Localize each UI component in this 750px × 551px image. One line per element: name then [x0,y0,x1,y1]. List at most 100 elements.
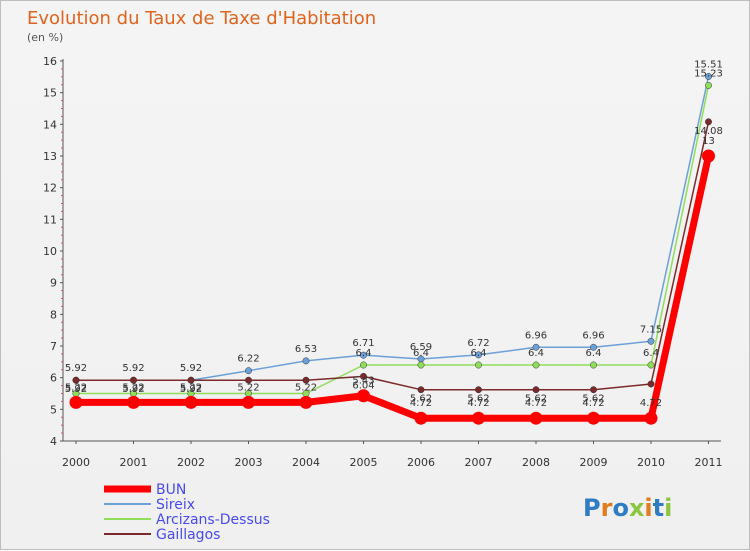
data-label-gaillagos: 14.08 [694,126,723,137]
x-tick-label: 2006 [407,456,435,469]
data-label-gaillagos: 5.92 [65,384,87,395]
point-bun [414,411,428,425]
data-label-bun: 4.72 [640,398,662,409]
data-label-sireix: 6.71 [352,338,374,349]
x-tick-label: 2000 [62,456,90,469]
data-label-arcizans-dessus: 6.4 [643,348,659,359]
data-label-gaillagos: 6.04 [352,380,374,391]
data-label-gaillagos: 5.62 [525,394,547,405]
series-line-gaillagos [76,121,710,391]
point-gaillagos [302,376,310,384]
point-gaillagos [72,376,80,384]
brand-letter: o [612,494,629,522]
point-sireix [705,73,712,80]
y-tick-label: 10 [43,245,57,258]
data-label-arcizans-dessus: 6.4 [586,348,602,359]
data-label-arcizans-dessus: 6.4 [413,348,429,359]
legend-label-sireix: Sireix [156,497,195,513]
point-sireix [302,357,310,365]
brand-text: Proxiti [583,494,672,522]
point-gaillagos [417,386,425,394]
x-tick-label: 2003 [235,456,263,469]
point-arcizans-dessus [475,361,482,369]
y-tick-label: 16 [43,55,57,68]
brand-letter: r [601,494,613,522]
x-tick-label: 2010 [637,456,665,469]
point-gaillagos [647,380,655,388]
data-label-arcizans-dessus: 6.4 [528,348,544,359]
brand-letter: t [653,494,664,522]
point-bun [242,395,255,409]
point-bun [529,411,543,425]
y-tick-label: 5 [50,403,57,416]
point-sireix [475,351,482,359]
data-label-gaillagos: 5.92 [122,384,144,395]
data-label-sireix: 6.53 [295,344,317,355]
y-tick-label: 14 [43,118,57,131]
brand-logo: Proxiti [583,494,672,522]
point-bun [299,395,313,409]
point-sireix [532,343,540,351]
legend-label-gaillagos: Gaillagos [156,527,220,543]
point-arcizans-dessus [417,361,425,369]
data-label-bun: 5.22 [237,382,259,393]
data-labels: 5.92 5.92 5.92 6.22 6.53 6.71 6.59 6.72 6.96 6.96… [65,60,723,410]
data-label-bun: 4.72 [467,398,489,409]
data-label-bun: 5.22 [122,382,144,393]
series-group [69,73,715,425]
point-gaillagos [532,386,540,394]
x-tick-label: 2007 [465,456,493,469]
data-label-gaillagos: 5.62 [410,394,432,405]
data-label-bun: 5.43 [352,376,374,387]
x-tick-label: 2001 [120,456,148,469]
data-label-gaillagos: 5.92 [180,384,202,395]
data-label-arcizans-dessus: 6.4 [471,348,487,359]
data-label-bun: 13 [702,136,715,147]
data-label-sireix: 6.22 [237,354,259,365]
data-label-bun: 4.72 [525,398,547,409]
y-tick-label: 13 [43,150,57,163]
legend-label-arcizans-dessus: Arcizans-Dessus [156,512,270,528]
point-arcizans-dessus [532,361,540,369]
series-line-sireix [76,76,710,381]
brand-letter: x [629,494,645,522]
data-label-bun: 5.22 [180,382,202,393]
point-arcizans-dessus [590,361,597,369]
data-label-gaillagos: 5.62 [582,394,604,405]
axes: 4 5 6 7 8 9 10 11 12 13 14 15 16 2000 2001 2002 2003 2004… [43,55,723,469]
data-label-sireix: 6.59 [410,342,432,353]
y-tick-label: 4 [50,435,57,448]
brand-letter: i [644,494,652,522]
data-label-bun: 4.72 [410,398,432,409]
data-label-sireix: 5.92 [180,363,202,374]
point-sireix [647,337,655,345]
data-label-sireix: 5.92 [122,363,144,374]
x-tick-label: 2009 [580,456,608,469]
point-gaillagos [187,376,195,384]
data-label-sireix: 6.96 [582,330,604,341]
point-bun [702,149,715,163]
data-label-bun: 4.72 [582,398,604,409]
data-label-sireix: 6.96 [525,330,547,341]
data-label-sireix: 15.51 [694,60,723,71]
series-line-bun [76,155,712,422]
brand-letter: i [664,494,672,522]
y-tick-label: 9 [50,277,57,290]
y-tick-label: 8 [50,308,57,321]
unit-label: (en %) [27,31,63,44]
point-gaillagos [705,118,712,126]
point-sireix [360,351,367,359]
data-label-bun: 5.22 [65,382,87,393]
point-gaillagos [130,376,137,384]
point-bun [587,411,600,425]
point-gaillagos [245,376,252,384]
y-tick-label: 15 [43,87,57,100]
point-gaillagos [360,372,367,380]
legend-label-bun: BUN [156,482,186,498]
series-line-arcizans-dessus [76,85,710,395]
data-label-gaillagos: 5.62 [467,394,489,405]
y-tick-label: 12 [43,182,57,195]
data-label-sireix: 6.72 [467,338,489,349]
